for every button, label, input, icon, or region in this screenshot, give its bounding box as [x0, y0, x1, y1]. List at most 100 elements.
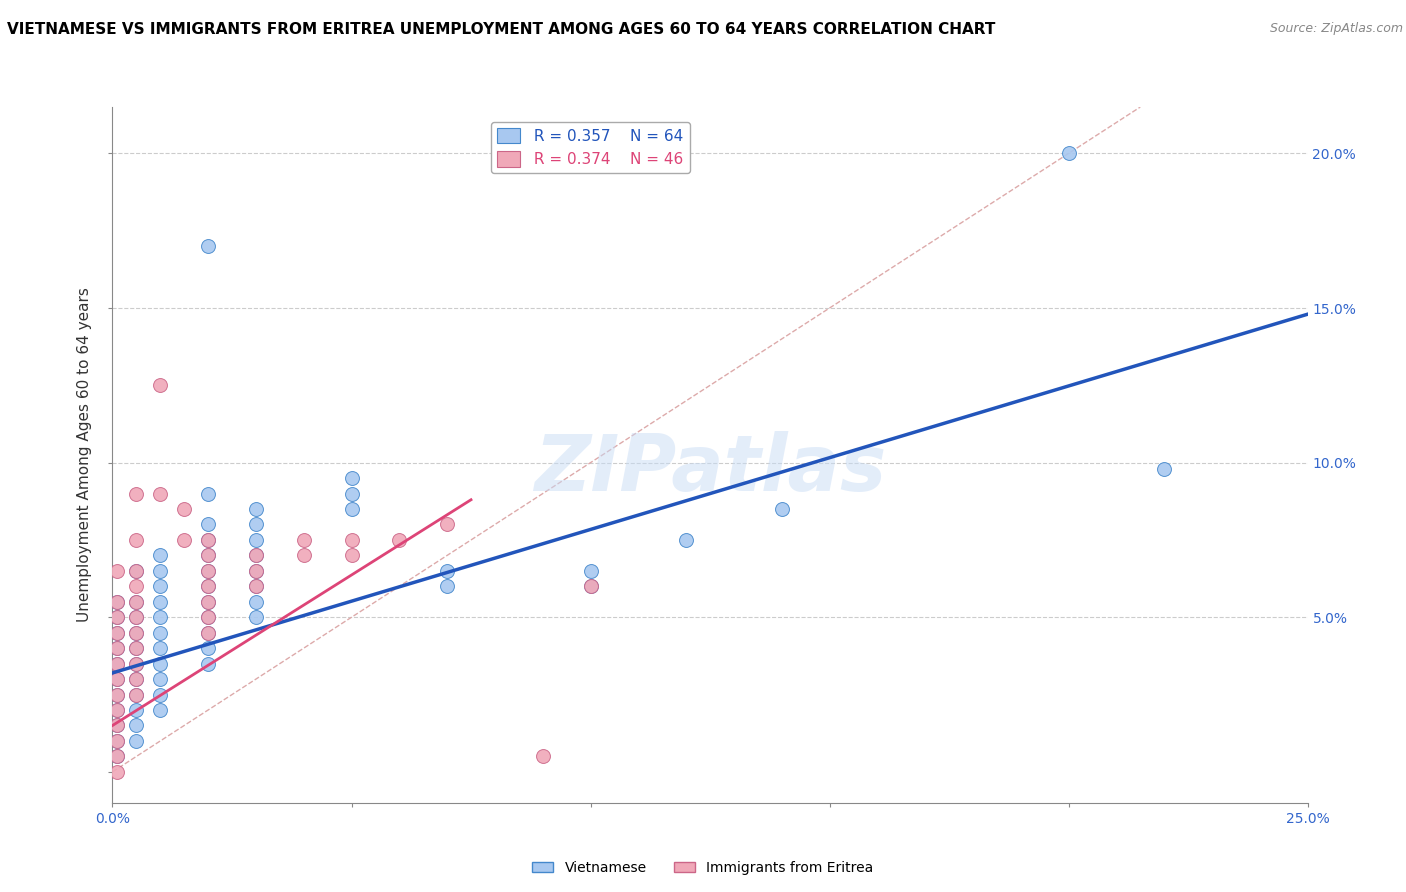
- Point: [197, 533, 219, 547]
- Point: [125, 641, 148, 656]
- Point: [197, 595, 219, 609]
- Point: [105, 595, 128, 609]
- Point: [105, 657, 128, 671]
- Legend: Vietnamese, Immigrants from Eritrea: Vietnamese, Immigrants from Eritrea: [527, 855, 879, 880]
- Point: [125, 625, 148, 640]
- Point: [105, 672, 128, 686]
- Point: [125, 641, 148, 656]
- Point: [340, 502, 363, 516]
- Point: [245, 549, 267, 563]
- Point: [125, 688, 148, 702]
- Point: [197, 657, 219, 671]
- Text: Source: ZipAtlas.com: Source: ZipAtlas.com: [1270, 22, 1403, 36]
- Point: [105, 641, 128, 656]
- Point: [197, 579, 219, 593]
- Point: [105, 564, 128, 578]
- Point: [245, 579, 267, 593]
- Point: [125, 625, 148, 640]
- Point: [1153, 462, 1175, 476]
- Point: [149, 549, 172, 563]
- Point: [149, 657, 172, 671]
- Legend:  R = 0.357    N = 64,  R = 0.374    N = 46: R = 0.357 N = 64, R = 0.374 N = 46: [491, 121, 690, 173]
- Point: [245, 579, 267, 593]
- Point: [149, 579, 172, 593]
- Point: [197, 239, 219, 253]
- Point: [245, 595, 267, 609]
- Point: [105, 703, 128, 717]
- Point: [105, 595, 128, 609]
- Point: [105, 625, 128, 640]
- Point: [197, 610, 219, 624]
- Point: [675, 533, 697, 547]
- Point: [197, 579, 219, 593]
- Point: [197, 595, 219, 609]
- Point: [173, 502, 195, 516]
- Point: [105, 688, 128, 702]
- Point: [197, 610, 219, 624]
- Point: [197, 564, 219, 578]
- Point: [197, 549, 219, 563]
- Point: [245, 533, 267, 547]
- Point: [105, 718, 128, 732]
- Point: [436, 579, 458, 593]
- Point: [105, 610, 128, 624]
- Point: [579, 579, 602, 593]
- Point: [105, 734, 128, 748]
- Point: [105, 749, 128, 764]
- Point: [340, 549, 363, 563]
- Point: [197, 517, 219, 532]
- Point: [125, 672, 148, 686]
- Point: [149, 625, 172, 640]
- Point: [125, 718, 148, 732]
- Point: [105, 749, 128, 764]
- Point: [125, 610, 148, 624]
- Point: [105, 657, 128, 671]
- Point: [436, 564, 458, 578]
- Point: [125, 657, 148, 671]
- Point: [149, 595, 172, 609]
- Point: [125, 688, 148, 702]
- Point: [197, 625, 219, 640]
- Point: [173, 533, 195, 547]
- Point: [245, 610, 267, 624]
- Point: [197, 625, 219, 640]
- Point: [125, 595, 148, 609]
- Point: [125, 579, 148, 593]
- Point: [105, 764, 128, 779]
- Point: [292, 533, 315, 547]
- Point: [149, 378, 172, 392]
- Point: [340, 471, 363, 485]
- Point: [531, 749, 554, 764]
- Point: [125, 564, 148, 578]
- Point: [292, 549, 315, 563]
- Point: [245, 549, 267, 563]
- Point: [125, 734, 148, 748]
- Point: [579, 564, 602, 578]
- Point: [149, 703, 172, 717]
- Point: [125, 564, 148, 578]
- Point: [125, 703, 148, 717]
- Point: [340, 486, 363, 500]
- Point: [125, 610, 148, 624]
- Point: [197, 533, 219, 547]
- Point: [197, 564, 219, 578]
- Point: [245, 564, 267, 578]
- Point: [770, 502, 793, 516]
- Point: [340, 533, 363, 547]
- Point: [149, 688, 172, 702]
- Point: [105, 610, 128, 624]
- Point: [105, 718, 128, 732]
- Point: [125, 672, 148, 686]
- Point: [149, 672, 172, 686]
- Point: [105, 625, 128, 640]
- Point: [125, 533, 148, 547]
- Point: [245, 517, 267, 532]
- Point: [197, 549, 219, 563]
- Text: ZIPatlas: ZIPatlas: [534, 431, 886, 507]
- Y-axis label: Unemployment Among Ages 60 to 64 years: Unemployment Among Ages 60 to 64 years: [77, 287, 93, 623]
- Point: [245, 502, 267, 516]
- Point: [105, 641, 128, 656]
- Point: [149, 641, 172, 656]
- Point: [388, 533, 411, 547]
- Point: [149, 610, 172, 624]
